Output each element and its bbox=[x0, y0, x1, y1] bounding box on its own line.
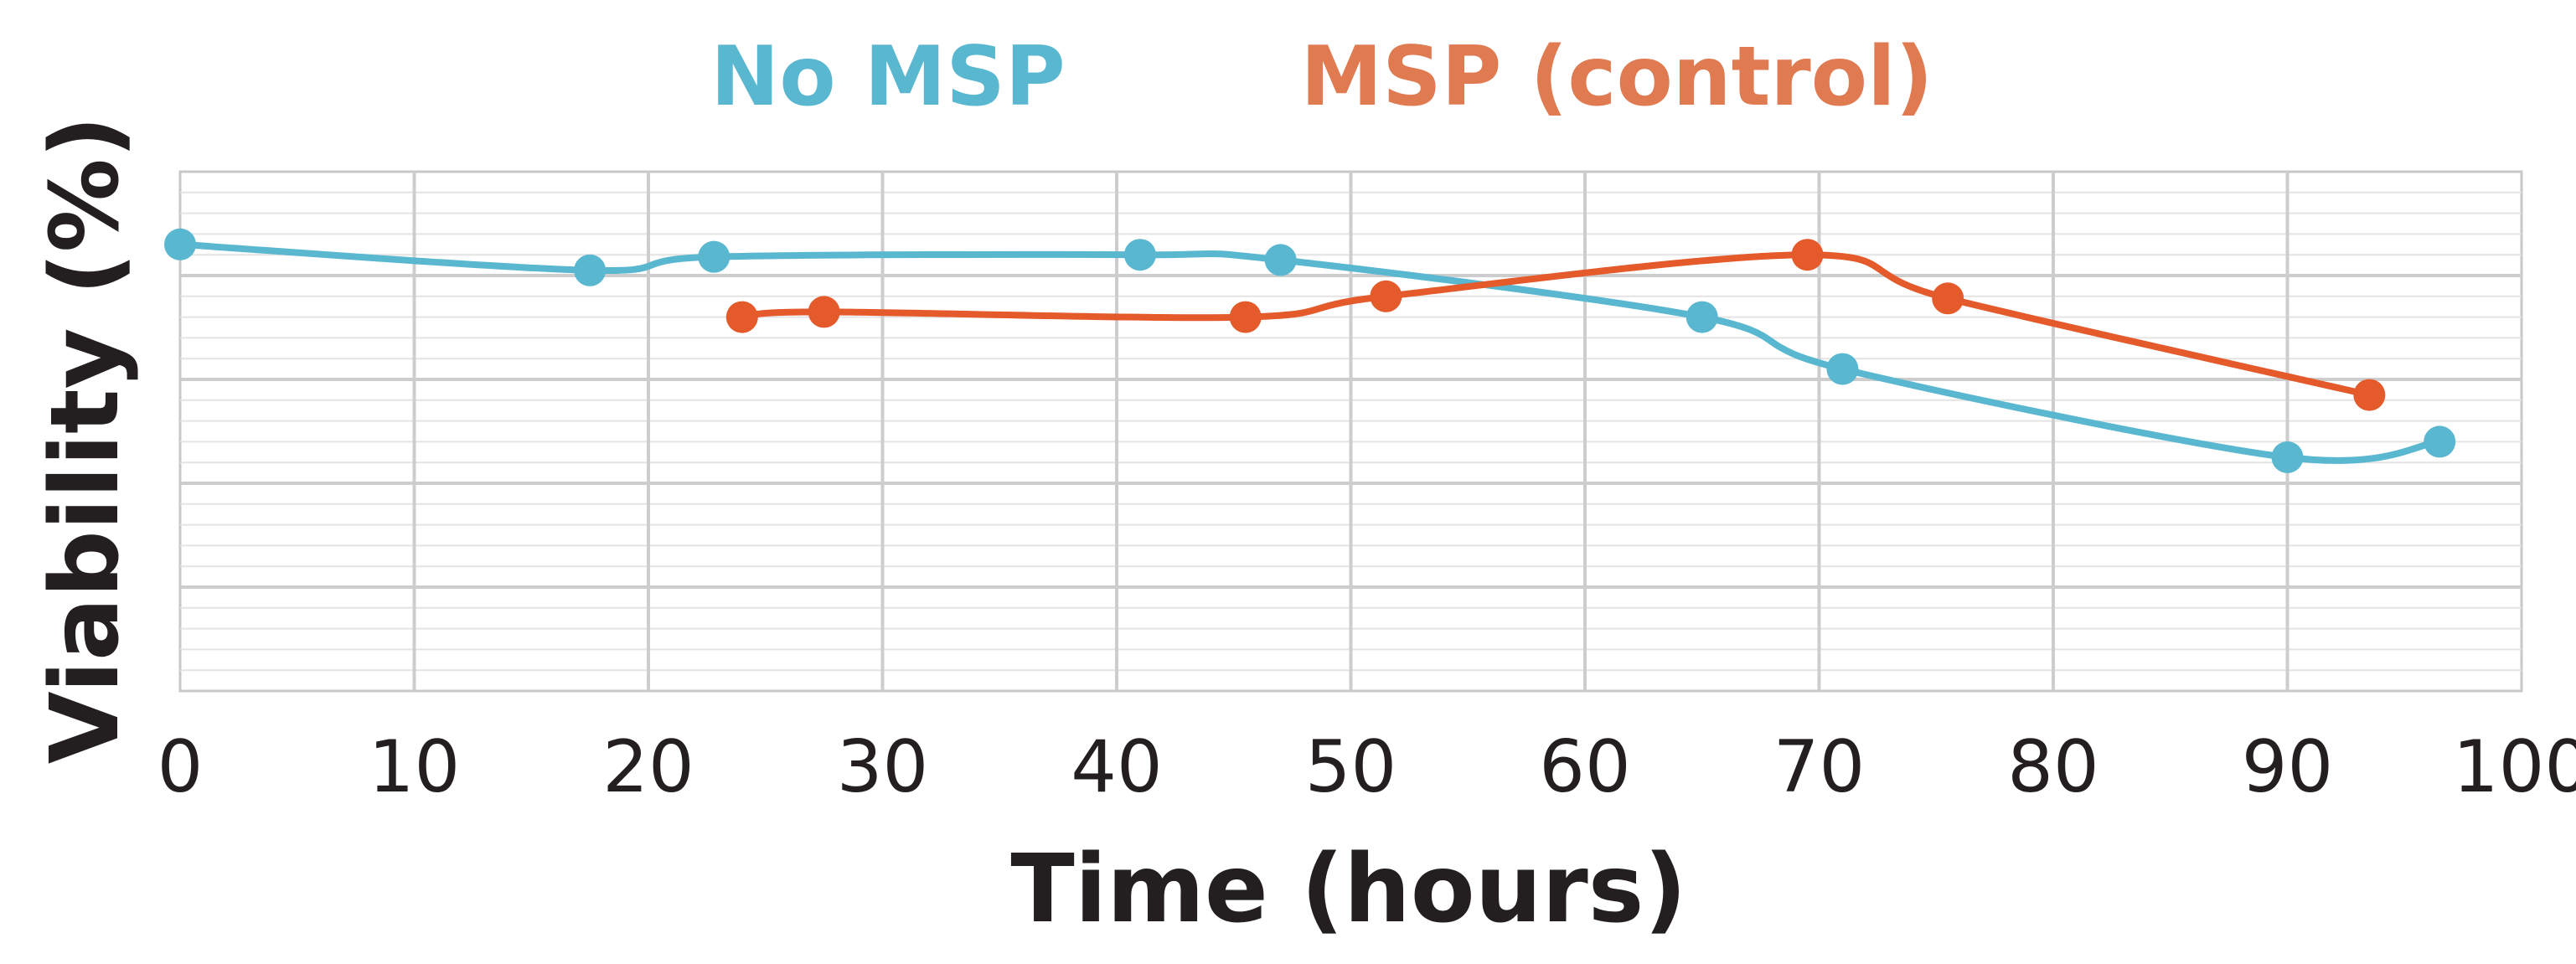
x-tick-label: 90 bbox=[2242, 725, 2333, 809]
data-point-no-msp bbox=[2271, 441, 2304, 473]
x-tick-label: 80 bbox=[2007, 725, 2098, 809]
data-point-no-msp bbox=[164, 228, 196, 260]
data-point-msp-control bbox=[1791, 239, 1824, 271]
data-point-msp-control bbox=[1229, 301, 1262, 333]
x-tick-label: 40 bbox=[1071, 725, 1162, 809]
data-point-msp-control bbox=[725, 301, 758, 333]
data-point-no-msp bbox=[1123, 239, 1156, 271]
series-layer bbox=[164, 228, 2456, 473]
data-point-no-msp bbox=[2424, 425, 2456, 458]
series-line-msp-control bbox=[738, 251, 2373, 399]
data-point-msp-control bbox=[2353, 379, 2386, 411]
legend-no-msp: No MSP bbox=[710, 29, 1065, 125]
x-tick-labels: 0 10 20 30 40 50 60 70 80 90 100 bbox=[157, 725, 2576, 809]
x-tick-label: 10 bbox=[369, 725, 460, 809]
data-point-no-msp bbox=[1264, 244, 1297, 276]
x-tick-label: 70 bbox=[1773, 725, 1865, 809]
data-point-msp-control bbox=[808, 296, 840, 328]
x-tick-label: 100 bbox=[2453, 725, 2576, 809]
data-point-no-msp bbox=[574, 254, 607, 286]
series-no-msp bbox=[164, 228, 2456, 473]
data-point-no-msp bbox=[1826, 353, 1859, 385]
x-tick-label: 20 bbox=[602, 725, 694, 809]
data-point-no-msp bbox=[1685, 301, 1718, 333]
y-axis-title: Viability (%) bbox=[31, 116, 140, 764]
series-msp-control bbox=[725, 239, 2386, 411]
x-tick-label: 50 bbox=[1305, 725, 1396, 809]
grid bbox=[178, 170, 2523, 693]
data-point-msp-control bbox=[1932, 282, 1964, 315]
legend-msp-control: MSP (control) bbox=[1301, 29, 1933, 125]
x-axis-title: Time (hours) bbox=[1010, 835, 1686, 944]
data-point-no-msp bbox=[698, 240, 730, 273]
x-tick-label: 60 bbox=[1539, 725, 1630, 809]
x-tick-label: 30 bbox=[837, 725, 928, 809]
x-tick-label: 0 bbox=[157, 725, 204, 809]
data-point-msp-control bbox=[1370, 280, 1402, 312]
